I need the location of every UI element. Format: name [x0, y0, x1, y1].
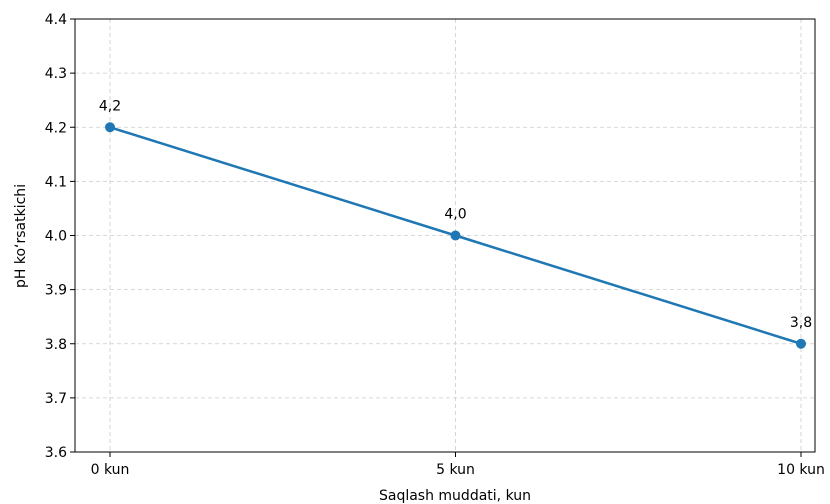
axes-frame	[74, 18, 816, 453]
x-tick-label: 10 kun	[777, 462, 825, 478]
axes	[74, 18, 816, 453]
x-axis-label: Saqlash muddati, kun	[379, 488, 531, 504]
data-label: 4,2	[99, 98, 121, 114]
y-tick-label: 4.3	[45, 66, 67, 82]
y-tick-label: 4.4	[45, 12, 67, 28]
data-labels: 4,2 4,0 3,8	[99, 98, 812, 331]
y-tick-label: 3.8	[45, 337, 67, 353]
y-tick-label: 3.7	[45, 391, 67, 407]
data-point	[450, 230, 461, 241]
x-tick-label: 0 kun	[91, 462, 130, 478]
y-tick-label: 3.6	[45, 445, 67, 461]
y-axis-label: pH ko‘rsatkichi	[13, 184, 29, 288]
data-label: 3,8	[790, 315, 812, 331]
x-tick-label: 5 kun	[436, 462, 475, 478]
ticks: 3.6 3.7 3.8 3.9 4.0 4.1 4.2 4.3 4.4 0 kun 5 kun 10 …	[45, 12, 825, 478]
data-point	[796, 338, 806, 349]
y-tick-label: 4.0	[45, 229, 67, 245]
data-label: 4,0	[444, 207, 466, 223]
y-tick-label: 3.9	[45, 283, 67, 299]
series-group	[105, 122, 806, 349]
grid-lines	[75, 18, 815, 453]
data-point	[105, 122, 115, 133]
y-tick-label: 4.1	[45, 174, 67, 190]
y-tick-label: 4.2	[45, 120, 67, 136]
